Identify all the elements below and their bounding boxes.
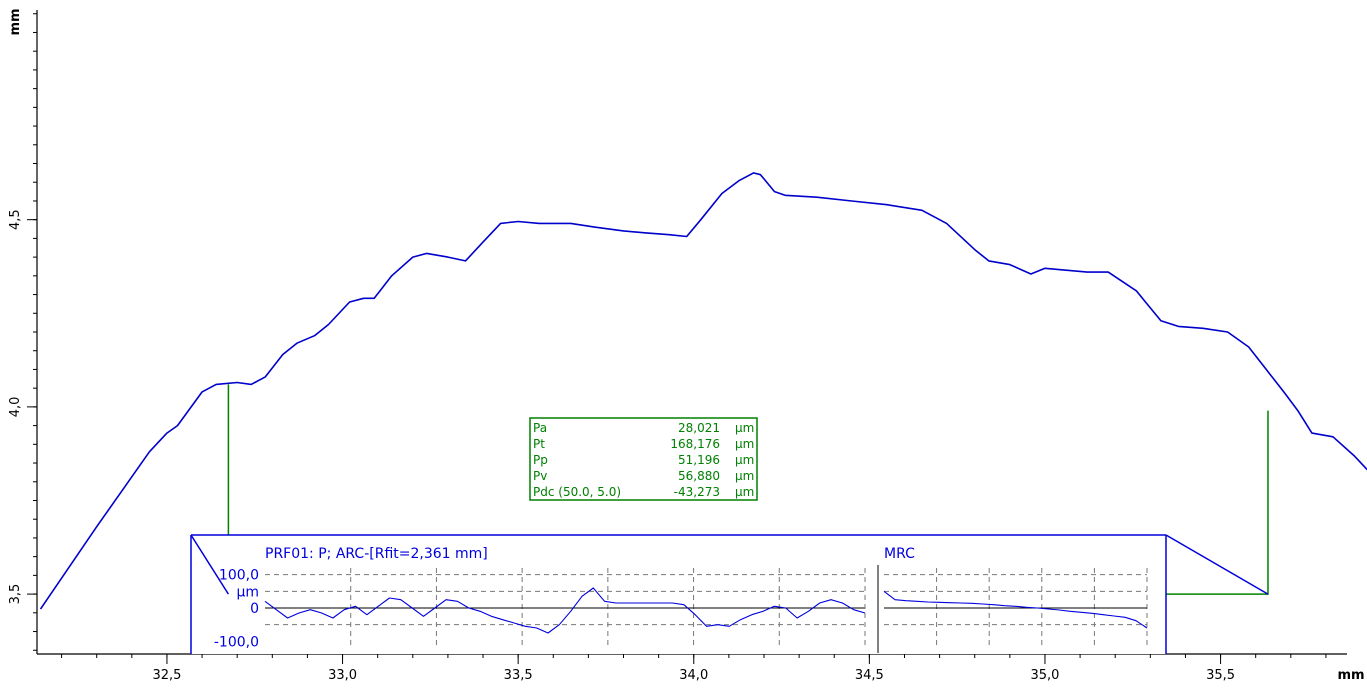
- zoom-connector-right: [1166, 535, 1268, 594]
- parameter-unit: µm: [735, 421, 754, 435]
- parameter-value: 168,176: [670, 437, 720, 451]
- y-tick-label: 4,0: [8, 397, 23, 418]
- x-tick-label: 32,5: [152, 668, 181, 683]
- x-tick-label: 34,5: [855, 668, 884, 683]
- parameter-name: Pv: [533, 469, 547, 483]
- y-tick-label: 3,5: [8, 584, 23, 605]
- inset-y-unit: µm: [236, 584, 259, 600]
- parameter-name: Pdc (50.0, 5.0): [533, 485, 621, 499]
- y-unit-label: mm: [8, 8, 23, 35]
- x-tick-label: 35,5: [1206, 668, 1235, 683]
- parameter-unit: µm: [735, 437, 754, 451]
- y-tick-label: 4,5: [8, 209, 23, 230]
- x-tick-label: 33,0: [328, 668, 357, 683]
- parameter-value: 28,021: [678, 421, 720, 435]
- parameter-value: 56,880: [678, 469, 720, 483]
- inset-y-label: 0: [250, 601, 259, 617]
- parameter-name: Pp: [533, 453, 548, 467]
- inset-y-label: -100,0: [214, 634, 259, 650]
- parameter-value: -43,273: [674, 485, 720, 499]
- parameter-unit: µm: [735, 485, 754, 499]
- parameter-value: 51,196: [678, 453, 720, 467]
- inset-y-label: 100,0: [219, 568, 259, 584]
- parameter-unit: µm: [735, 453, 754, 467]
- parameter-table: Pa 28,021 µm Pt 168,176 µm Pp 51,196 µm Pv 56,880 µ…: [530, 418, 757, 500]
- parameter-name: Pt: [533, 437, 545, 451]
- x-tick-label: 35,0: [1030, 668, 1059, 683]
- mrc-title: MRC: [884, 546, 915, 562]
- x-tick-label: 34,0: [679, 668, 708, 683]
- parameter-unit: µm: [735, 469, 754, 483]
- parameter-name: Pa: [533, 421, 547, 435]
- x-tick-label: 33,5: [504, 668, 533, 683]
- inset-profile-title: PRF01: P; ARC-[Rfit=2,361 mm]: [265, 546, 488, 562]
- x-unit-label: mm: [1337, 668, 1364, 683]
